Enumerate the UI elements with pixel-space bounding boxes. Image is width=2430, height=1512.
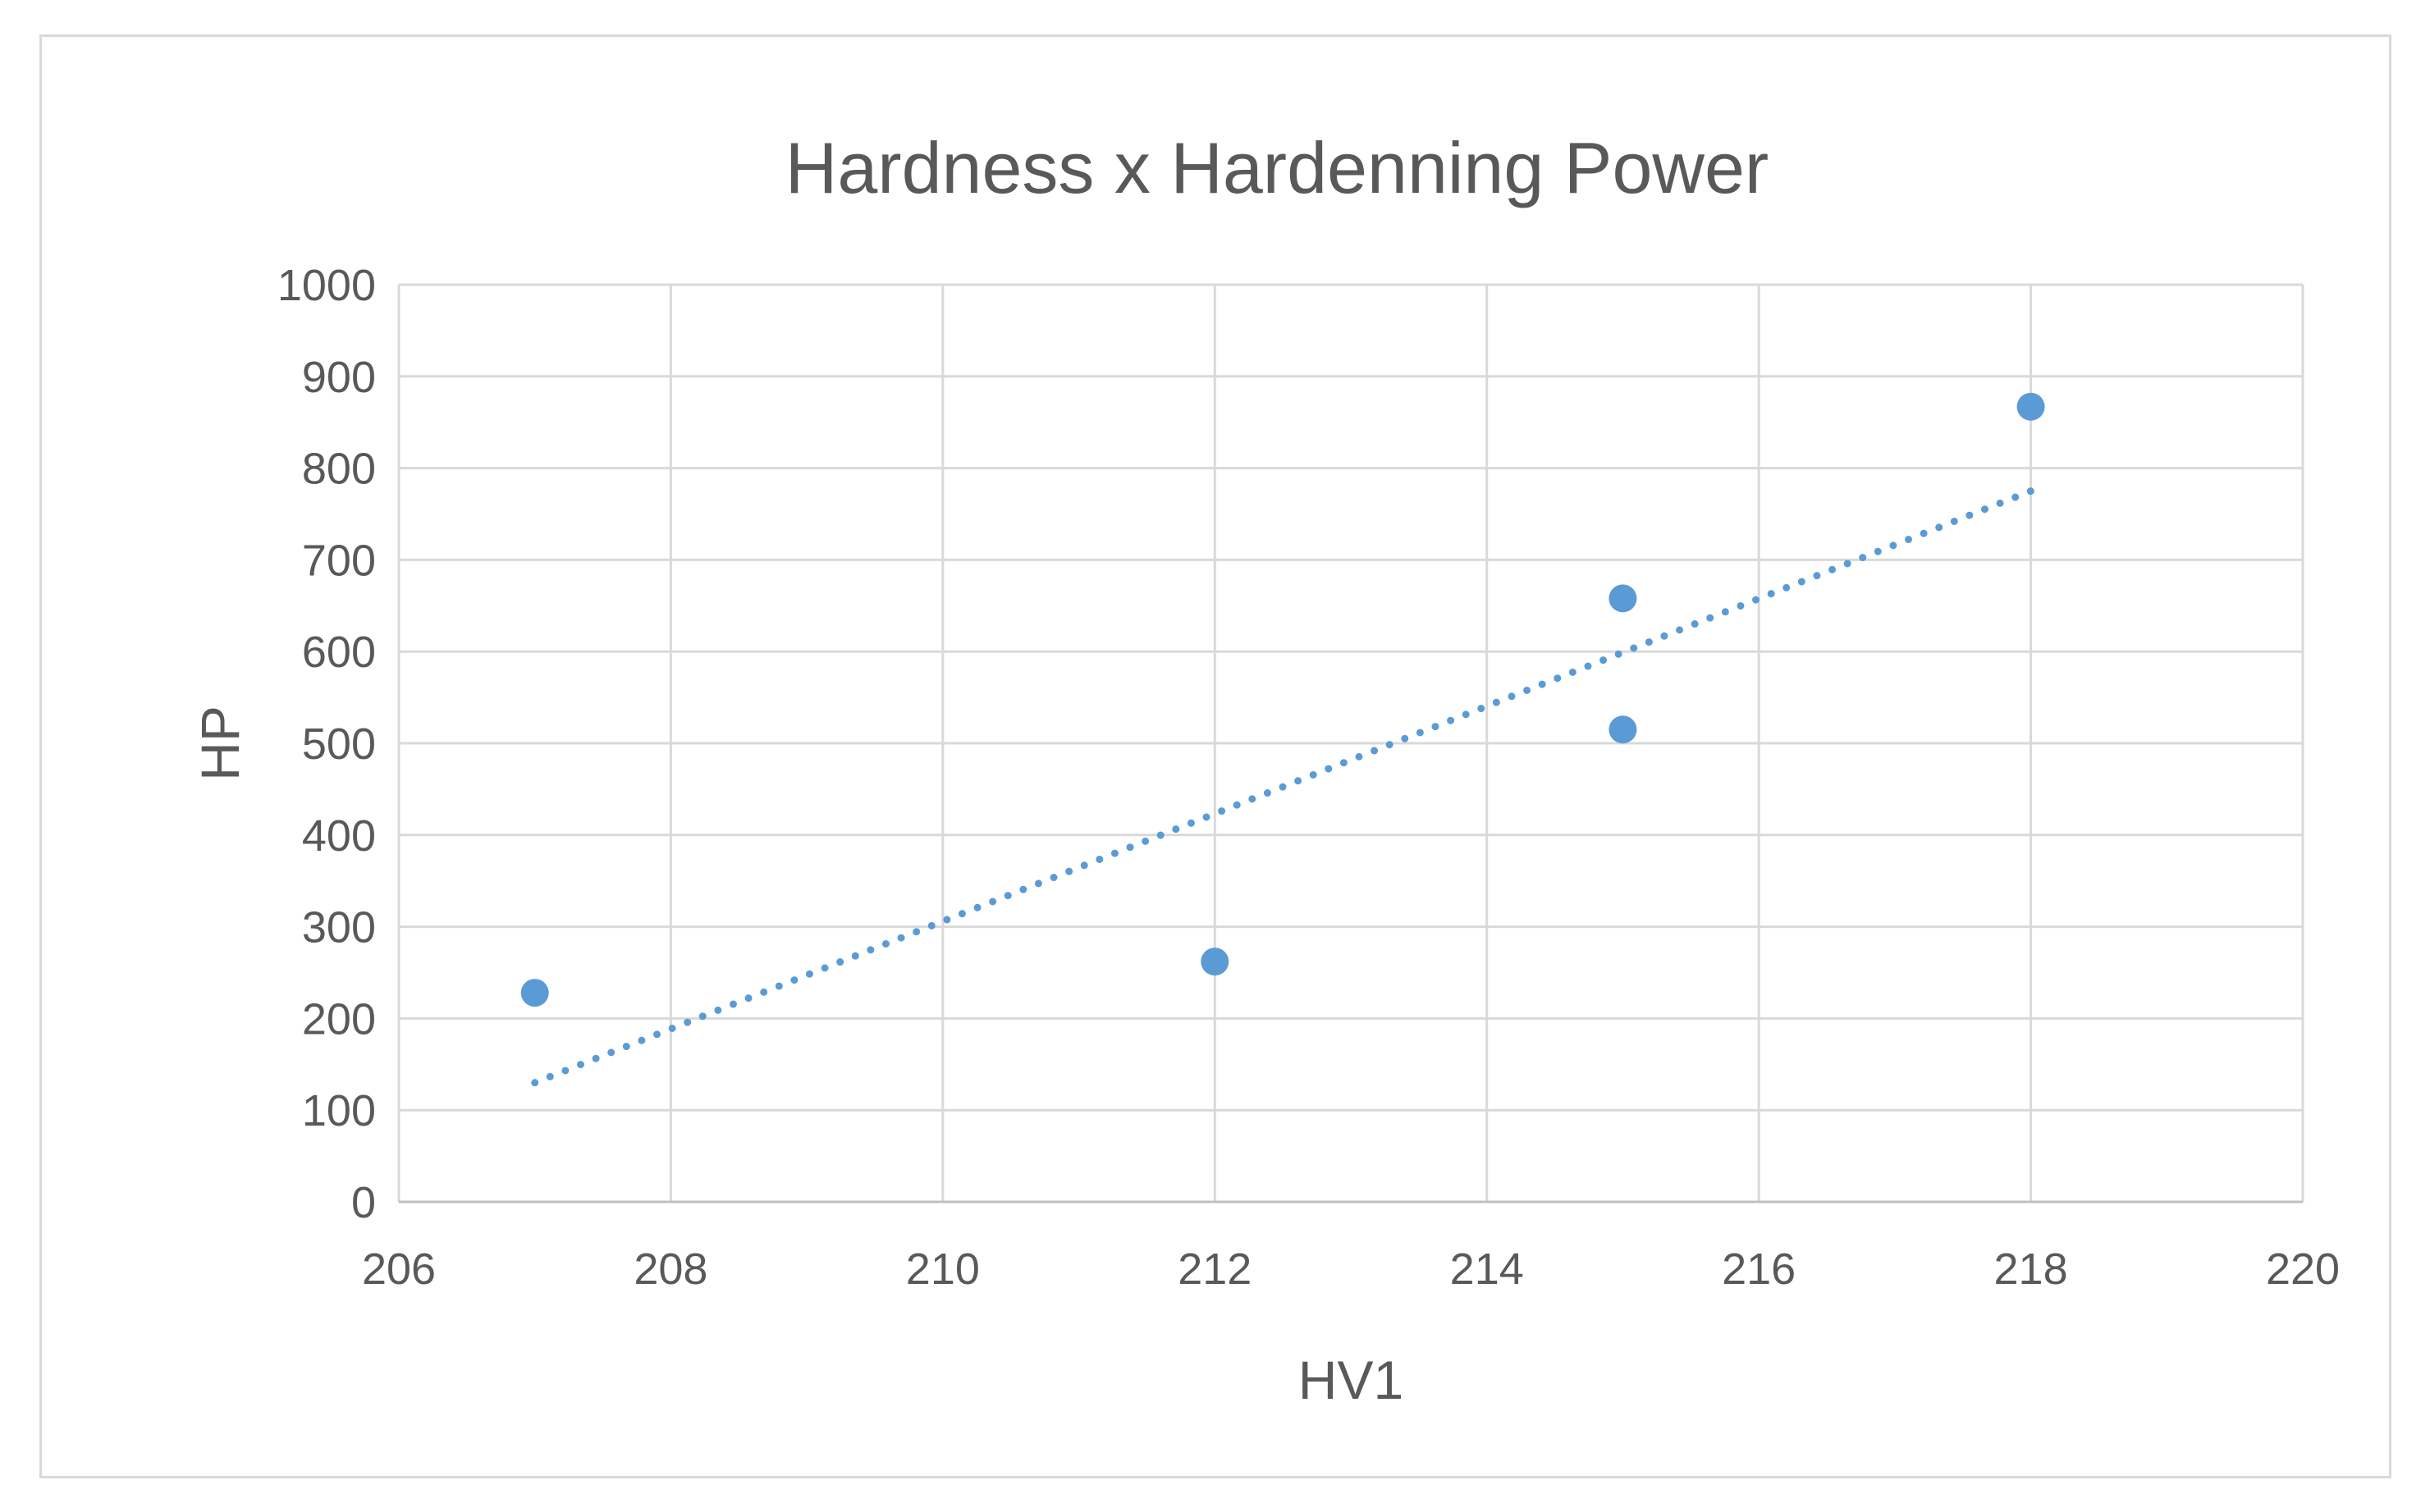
x-axis-title: HV1 bbox=[1298, 1350, 1403, 1410]
y-tick-label-400: 400 bbox=[302, 811, 376, 861]
x-tick-label-212: 212 bbox=[1178, 1245, 1252, 1294]
data-points bbox=[520, 392, 2045, 1007]
y-tick-label-800: 800 bbox=[302, 445, 376, 494]
y-tick-label-500: 500 bbox=[302, 719, 376, 769]
trendline-layer bbox=[531, 487, 2035, 1087]
data-point-0-3 bbox=[1609, 715, 1637, 744]
y-tick-label-300: 300 bbox=[302, 903, 376, 952]
x-tick-label-214: 214 bbox=[1450, 1245, 1524, 1294]
x-tick-label-220: 220 bbox=[2266, 1245, 2340, 1294]
y-tick-label-700: 700 bbox=[302, 536, 376, 585]
y-tick-label-900: 900 bbox=[302, 353, 376, 402]
chart-container: Hardness x Hardenning Power 0 100 200 300 40… bbox=[39, 34, 2391, 1478]
data-point-0-4 bbox=[2016, 392, 2045, 421]
data-point-0-2 bbox=[1609, 584, 1637, 613]
trendline bbox=[531, 487, 2035, 1087]
x-axis-tick-labels: 206 208 210 212 214 216 218 220 bbox=[362, 1245, 2340, 1294]
grid-lines bbox=[397, 283, 2304, 1202]
y-tick-label-0: 0 bbox=[351, 1178, 376, 1227]
data-point-0-1 bbox=[1201, 948, 1229, 976]
y-tick-label-600: 600 bbox=[302, 628, 376, 677]
scatter-chart: Hardness x Hardenning Power 0 100 200 300 40… bbox=[190, 127, 2340, 1410]
x-tick-label-218: 218 bbox=[1994, 1245, 2068, 1294]
x-tick-label-216: 216 bbox=[1722, 1245, 1796, 1294]
data-point-0-0 bbox=[520, 979, 549, 1007]
x-tick-label-208: 208 bbox=[634, 1245, 707, 1294]
x-tick-label-210: 210 bbox=[906, 1245, 980, 1294]
chart-title: Hardness x Hardenning Power bbox=[785, 127, 1769, 208]
y-tick-label-100: 100 bbox=[302, 1086, 376, 1135]
x-tick-label-206: 206 bbox=[362, 1245, 436, 1294]
y-axis-title: HP bbox=[190, 706, 250, 781]
y-tick-label-1000: 1000 bbox=[277, 261, 376, 310]
y-tick-label-200: 200 bbox=[302, 994, 376, 1044]
y-axis-tick-labels: 0 100 200 300 400 500 600 700 800 900 1000 bbox=[277, 261, 376, 1227]
